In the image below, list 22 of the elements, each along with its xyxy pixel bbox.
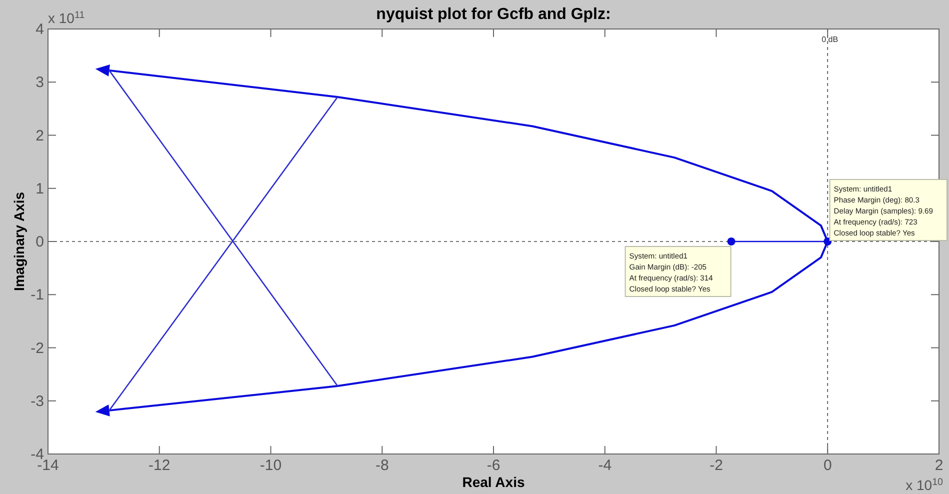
text: x 10$^{10}$ (906, 476, 944, 493)
x-tick-label: 0 (823, 457, 832, 474)
text: x 10$^{11}$ (48, 10, 85, 26)
y-axis-title: Imaginary Axis (11, 192, 27, 292)
y-tick-label: -1 (30, 286, 44, 304)
x-tick-label: -4 (598, 457, 612, 474)
y-tick-label: 2 (36, 127, 44, 144)
x-tick-label: -6 (486, 457, 500, 474)
x-axis-title: Real Axis (462, 474, 525, 490)
y-tick-label: -2 (30, 340, 44, 357)
y-tick-label: -3 (30, 392, 44, 410)
ref-line-label: 0 dB (822, 35, 838, 44)
x-tick-label: -12 (148, 457, 170, 474)
x-tick-label: -2 (710, 457, 723, 474)
x-tick-label: 2 (934, 457, 944, 474)
y-tick-label: 4 (36, 21, 44, 38)
x-tick-label: -8 (375, 457, 389, 474)
x-tick-label: -10 (260, 457, 282, 474)
y-tick-label: 3 (36, 74, 44, 92)
y-tick-label: 0 (36, 234, 44, 250)
y-tick-label: 1 (36, 180, 44, 198)
chart-title: nyquist plot for Gcfb and Gplz: (376, 6, 611, 23)
